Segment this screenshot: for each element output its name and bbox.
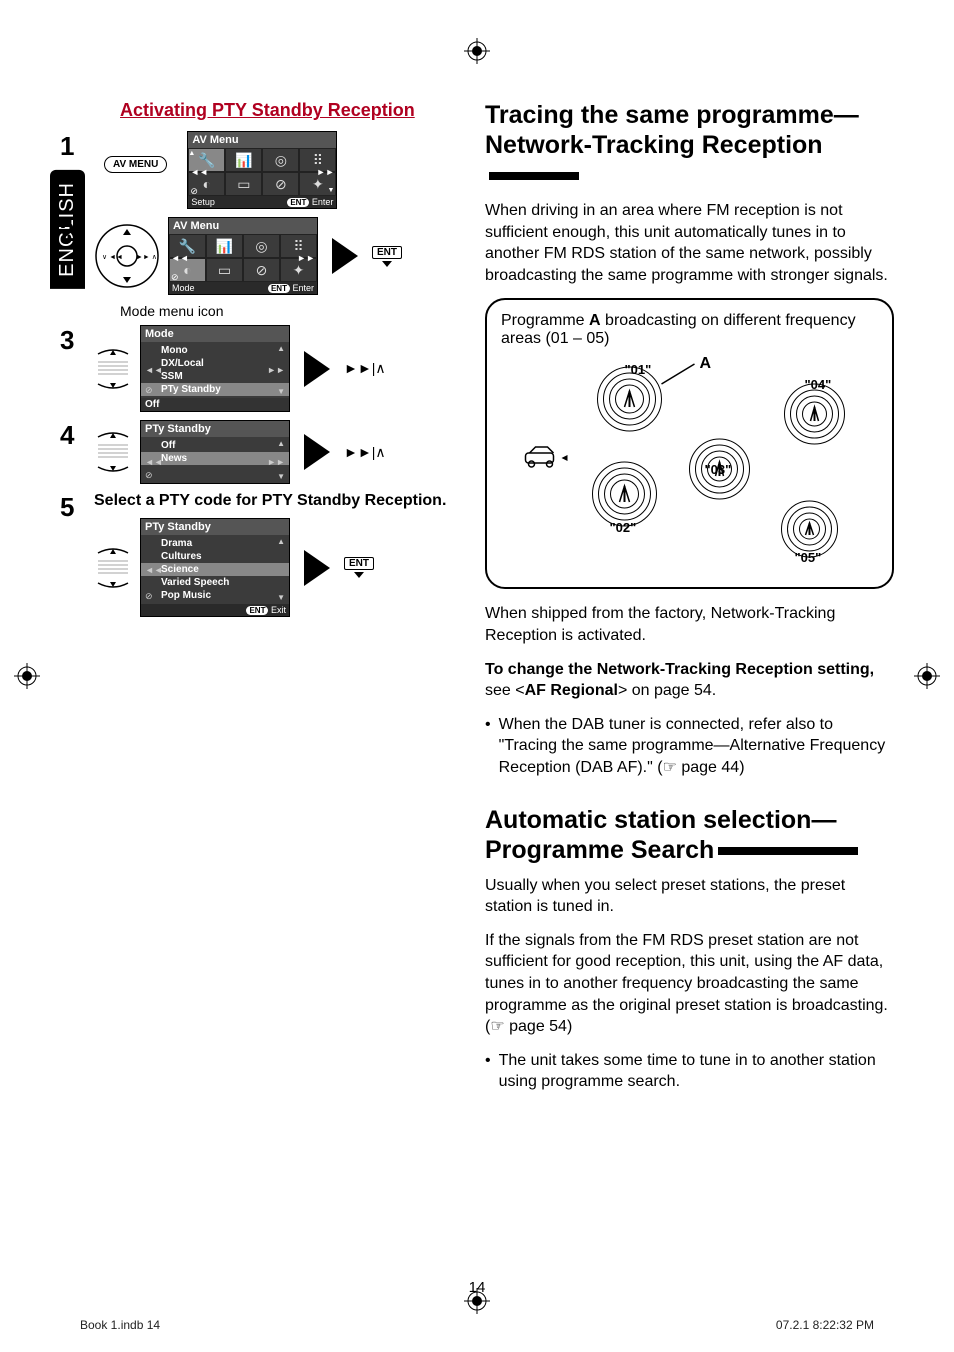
footer-left: Book 1.indb 14 — [80, 1318, 160, 1332]
bold-text: AF Regional — [525, 682, 618, 699]
step-number: 4 — [60, 420, 84, 451]
step-number: 2 — [60, 217, 84, 248]
list-item: Varied Speech — [141, 576, 289, 589]
menu-footer-left: Off — [141, 398, 289, 411]
menu-icon: ⊘ — [262, 172, 299, 196]
list-item: Pop Music — [141, 589, 289, 602]
list-item: Mono — [141, 344, 289, 357]
heading-line1: Automatic station selection— — [485, 806, 836, 834]
ent-badge: ENT — [287, 198, 309, 207]
av-menu-screen: AV Menu 🔧 📊 ◎ ⠿ ◐ ▭ ⊘ ✦ ◄◄ ►► ⊘ — [168, 217, 318, 295]
pty-standby-screen: PTy Standby Off News ▲ ▼ ◄◄ ►► ⊘ — [140, 420, 290, 484]
mode-menu-screen: Mode Mono DX/Local SSM PTy Standby ▲ ▼ ◄… — [140, 325, 290, 412]
updown-control-icon — [94, 344, 132, 394]
bold-text: To change the Network-Tracking Reception… — [485, 661, 874, 678]
caption-text: Programme — [501, 312, 589, 329]
svg-text:►► ∧: ►► ∧ — [136, 254, 157, 261]
step-number: 5 — [60, 492, 84, 523]
registration-mark-icon — [914, 663, 940, 689]
list-item: PTy Standby — [141, 383, 289, 396]
node-label: "04" — [805, 377, 832, 392]
next-track-icon: ►►|∧ — [344, 444, 386, 461]
menu-title: PTy Standby — [141, 421, 289, 437]
menu-icon: ◎ — [262, 148, 299, 172]
heading-rule-icon — [489, 172, 579, 180]
arrow-right-icon — [332, 238, 358, 274]
menu-icon: ⊘ — [243, 258, 280, 282]
next-track-icon: ►►|∧ — [344, 360, 386, 377]
menu-title: AV Menu — [188, 132, 336, 148]
section-heading: Automatic station selection— Programme S… — [485, 805, 894, 865]
figure-caption: Programme A broadcasting on different fr… — [501, 312, 878, 348]
body-paragraph: If the signals from the FM RDS preset st… — [485, 930, 894, 1038]
ent-button-label: ENT — [372, 246, 402, 259]
network-tracking-figure: Programme A broadcasting on different fr… — [485, 298, 894, 589]
updown-control-icon — [94, 427, 132, 477]
page-number: 14 — [0, 1279, 954, 1296]
body-paragraph: When shipped from the factory, Network-T… — [485, 603, 894, 646]
menu-icon: ◎ — [243, 234, 280, 258]
pty-code-screen: PTy Standby Drama Cultures Science Varie… — [140, 518, 290, 617]
menu-title: PTy Standby — [141, 519, 289, 535]
menu-footer-right: Enter — [312, 197, 334, 207]
menu-footer-left: Setup — [191, 197, 215, 207]
list-item: Off — [141, 439, 289, 452]
heading-line2: Programme Search — [485, 836, 714, 864]
svg-text:∨ ◄◄: ∨ ◄◄ — [102, 254, 123, 261]
ent-button-label: ENT — [344, 557, 374, 570]
section-heading: Tracing the same programme— Network-Trac… — [485, 100, 894, 190]
heading-line2: Network-Tracking Reception — [485, 131, 823, 159]
section-title: Activating PTY Standby Reception — [120, 100, 455, 121]
menu-icon: 📊 — [206, 234, 243, 258]
control-dpad-icon: ∨ ◄◄ ►► ∧ — [94, 223, 160, 289]
bullet-text: The unit takes some time to tune in to a… — [499, 1050, 894, 1093]
updown-control-icon — [94, 543, 132, 593]
node-label: "05" — [795, 550, 822, 564]
body-paragraph: When driving in an area where FM recepti… — [485, 200, 894, 286]
ent-badge: ENT — [246, 606, 268, 615]
caption-text: Mode menu icon — [120, 303, 455, 319]
arrow-right-icon — [304, 434, 330, 470]
node-label: "01" — [625, 362, 652, 377]
step-number: 3 — [60, 325, 84, 356]
step-instruction: Select a PTY code for PTY Standby Recept… — [94, 492, 455, 510]
arrow-right-icon — [304, 550, 330, 586]
av-menu-button[interactable]: AV MENU — [104, 156, 167, 173]
registration-mark-icon — [464, 38, 490, 64]
down-triangle-icon — [354, 572, 364, 578]
menu-footer-right: Enter — [292, 283, 314, 293]
body-paragraph: Usually when you select preset stations,… — [485, 875, 894, 918]
menu-icon: ▭ — [225, 172, 262, 196]
heading-rule-icon — [718, 847, 858, 855]
text: see < — [485, 682, 525, 699]
registration-mark-icon — [14, 663, 40, 689]
bullet-text: When the DAB tuner is connected, refer a… — [499, 714, 894, 779]
bullet-icon: • — [485, 714, 491, 779]
node-label: "02" — [610, 520, 637, 535]
arrow-right-icon — [304, 351, 330, 387]
menu-title: Mode — [141, 326, 289, 342]
ent-badge: ENT — [268, 284, 290, 293]
bullet-icon: • — [485, 1050, 491, 1093]
caption-bold: A — [589, 312, 601, 329]
broadcast-diagram: "01" A "02" "03" — [501, 354, 878, 564]
menu-icon: 📊 — [225, 148, 262, 172]
body-paragraph: To change the Network-Tracking Reception… — [485, 659, 894, 702]
down-triangle-icon — [382, 261, 392, 267]
heading-line1: Tracing the same programme— — [485, 101, 859, 129]
text: > on page 54. — [618, 682, 716, 699]
step-number: 1 — [60, 131, 84, 162]
node-label: "03" — [705, 462, 732, 477]
menu-footer-right: Exit — [271, 605, 286, 615]
figure-label-a: A — [700, 355, 712, 372]
av-menu-screen: AV Menu 🔧 📊 ◎ ⠿ ◐ ▭ ⊘ ✦ ◄◄ ►► ▲ ▼ — [187, 131, 337, 209]
list-item: Drama — [141, 537, 289, 550]
menu-title: AV Menu — [169, 218, 317, 234]
menu-icon: ▭ — [206, 258, 243, 282]
list-item: Cultures — [141, 550, 289, 563]
footer-right: 07.2.1 8:22:32 PM — [776, 1318, 874, 1332]
menu-footer-left: Mode — [172, 283, 195, 293]
